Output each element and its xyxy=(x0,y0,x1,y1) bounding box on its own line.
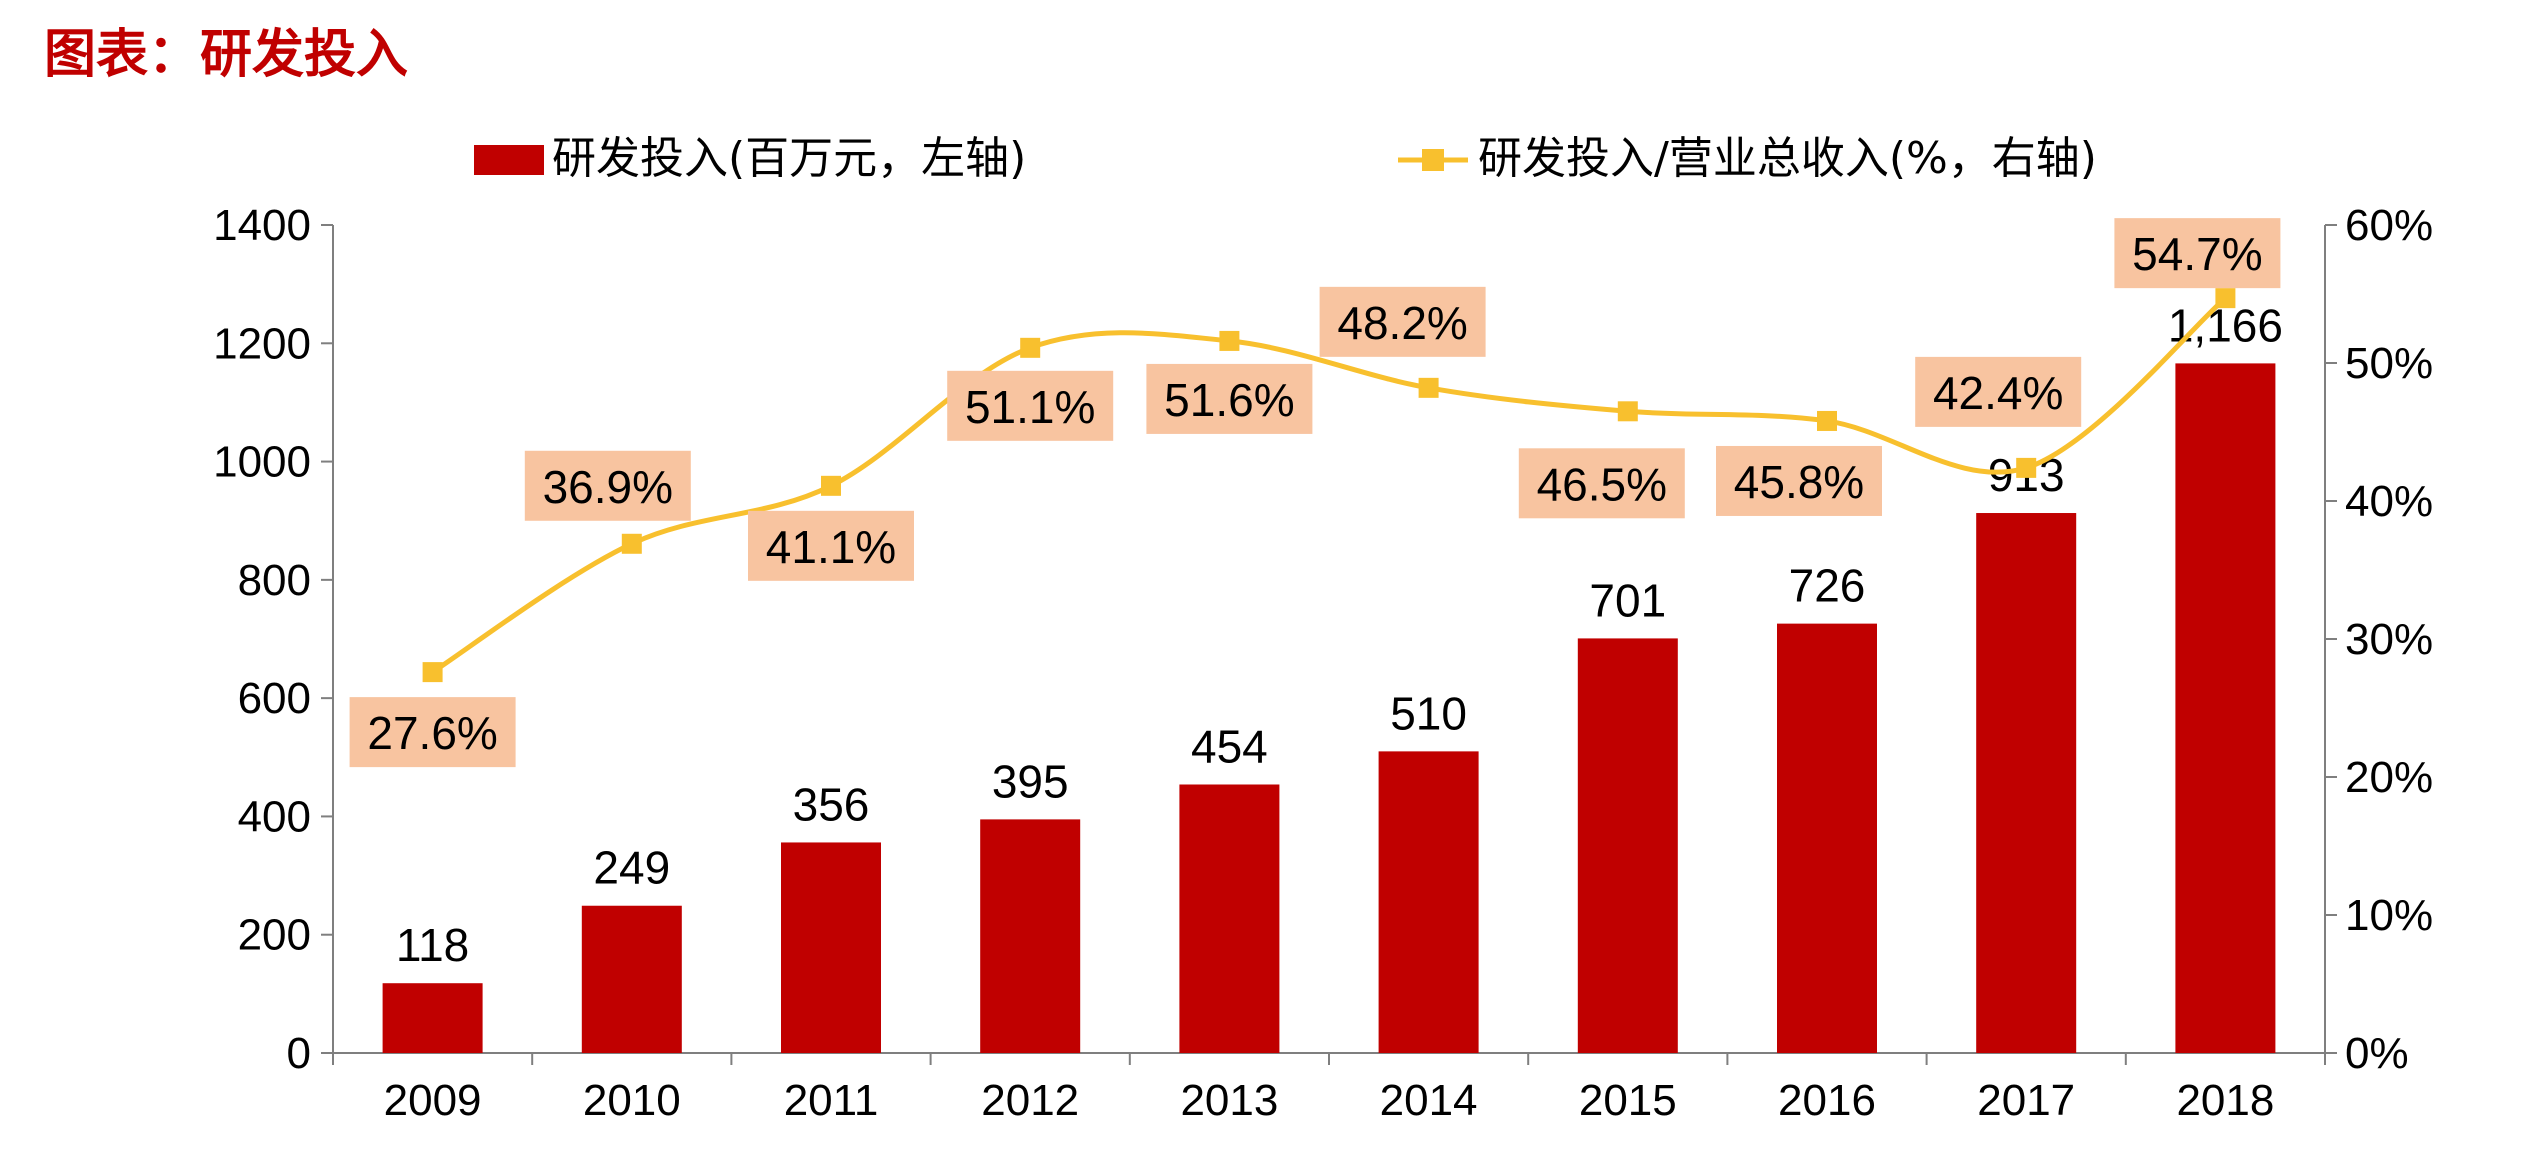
pct-value-label: 48.2% xyxy=(1337,297,1467,349)
x-tick-label: 2011 xyxy=(784,1076,879,1125)
y-right-tick-label: 50% xyxy=(2345,339,2433,388)
pct-value-label: 42.4% xyxy=(1933,367,2063,419)
pct-label-bg xyxy=(1146,363,1313,434)
pct-label-bg xyxy=(349,697,516,768)
pct-label-bg xyxy=(1716,445,1882,516)
bar xyxy=(1777,623,1877,1053)
pct-value-label: 51.1% xyxy=(965,381,1095,433)
y-left-tick-label: 0 xyxy=(287,1029,311,1078)
y-left-tick-label: 1200 xyxy=(213,319,311,368)
bar xyxy=(781,842,881,1053)
y-right-tick-label: 30% xyxy=(2345,615,2433,664)
pct-value-label: 51.6% xyxy=(1164,374,1294,426)
y-left-tick-label: 400 xyxy=(238,792,311,841)
x-tick-label: 2018 xyxy=(2176,1076,2274,1125)
line-point xyxy=(821,475,841,496)
y-right-tick-label: 0% xyxy=(2345,1029,2409,1078)
line-series xyxy=(422,288,2236,683)
ratio-line xyxy=(431,296,2228,675)
chart-title: 图表：研发投入 xyxy=(44,24,408,85)
pct-value-label: 41.1% xyxy=(766,521,896,573)
x-tick-label: 2014 xyxy=(1380,1076,1478,1125)
pct-value-label: 54.7% xyxy=(2132,228,2262,280)
line-point xyxy=(1020,337,1041,358)
y-right-tick-label: 60% xyxy=(2345,201,2433,250)
bar xyxy=(1577,638,1678,1053)
line-point xyxy=(1418,377,1439,398)
y-left-tick-label: 1000 xyxy=(213,438,311,487)
bar-value-label: 249 xyxy=(593,842,670,894)
y-left-tick-label: 1400 xyxy=(213,201,311,250)
legend-bar-label: 研发投入(百万元，左轴) xyxy=(552,133,1026,184)
pct-label-bg xyxy=(1915,356,2082,427)
bar xyxy=(1976,513,2077,1053)
y-right-tick-label: 20% xyxy=(2345,753,2433,802)
bar xyxy=(1179,784,1280,1053)
bar xyxy=(980,819,1081,1053)
x-tick-label: 2012 xyxy=(981,1076,1079,1125)
legend-bar-swatch xyxy=(474,145,544,175)
bar xyxy=(581,905,682,1053)
legend: 研发投入(百万元，左轴) 研发投入/营业总收入(%，右轴) xyxy=(474,133,2097,184)
legend-line-label: 研发投入/营业总收入(%，右轴) xyxy=(1478,133,2097,184)
bar xyxy=(2175,363,2276,1053)
y-right-tick-label: 40% xyxy=(2345,477,2433,526)
line-point xyxy=(422,662,443,683)
legend-line-marker xyxy=(1422,149,1444,171)
bar-value-label: 356 xyxy=(793,778,870,830)
x-tick-label: 2017 xyxy=(1977,1076,2075,1125)
line-point xyxy=(2016,457,2037,478)
bar-series xyxy=(382,363,2276,1053)
y-left-tick-label: 200 xyxy=(238,911,311,960)
pct-label-bg xyxy=(947,370,1114,441)
pct-value-label: 46.5% xyxy=(1537,458,1667,510)
bar-value-label: 701 xyxy=(1589,574,1666,626)
bar xyxy=(382,983,483,1053)
line-point xyxy=(2215,288,2236,309)
line-point xyxy=(1219,330,1240,351)
bar xyxy=(1378,751,1479,1053)
x-tick-label: 2013 xyxy=(1180,1076,1278,1125)
pct-label-bg xyxy=(524,450,691,521)
line-point xyxy=(1817,410,1837,431)
pct-label-bg xyxy=(748,510,914,581)
pct-label-bg xyxy=(2114,218,2281,289)
pct-value-label: 45.8% xyxy=(1734,456,1864,508)
x-tick-label: 2015 xyxy=(1579,1076,1677,1125)
y-right-tick-label: 10% xyxy=(2345,891,2433,940)
bar-value-label: 510 xyxy=(1390,687,1467,739)
x-tick-label: 2010 xyxy=(583,1076,681,1125)
y-left-tick-label: 600 xyxy=(238,674,311,723)
bar-value-label: 454 xyxy=(1191,720,1268,772)
pct-label-bg xyxy=(1518,448,1685,519)
bar-value-label: 118 xyxy=(396,919,469,971)
line-point xyxy=(621,533,642,554)
x-tick-label: 2016 xyxy=(1778,1076,1876,1125)
y-left-tick-label: 800 xyxy=(238,556,311,605)
axes: 0 200 400 600 800 1000 1200 1400 0% 10% 20% 30% 40% 5… xyxy=(213,201,2433,1125)
pct-labels: 27.6% 36.9% 41.1% 51.1% 51.6% 48.2% 46.5% 45.8%… xyxy=(349,218,2281,768)
x-tick-label: 2009 xyxy=(384,1076,482,1125)
pct-label-bg xyxy=(1319,286,1486,357)
line-point xyxy=(1617,401,1638,422)
bar-value-label: 395 xyxy=(992,755,1069,807)
bar-value-label: 726 xyxy=(1789,560,1866,612)
pct-value-label: 36.9% xyxy=(543,461,673,513)
pct-value-label: 27.6% xyxy=(367,707,497,759)
